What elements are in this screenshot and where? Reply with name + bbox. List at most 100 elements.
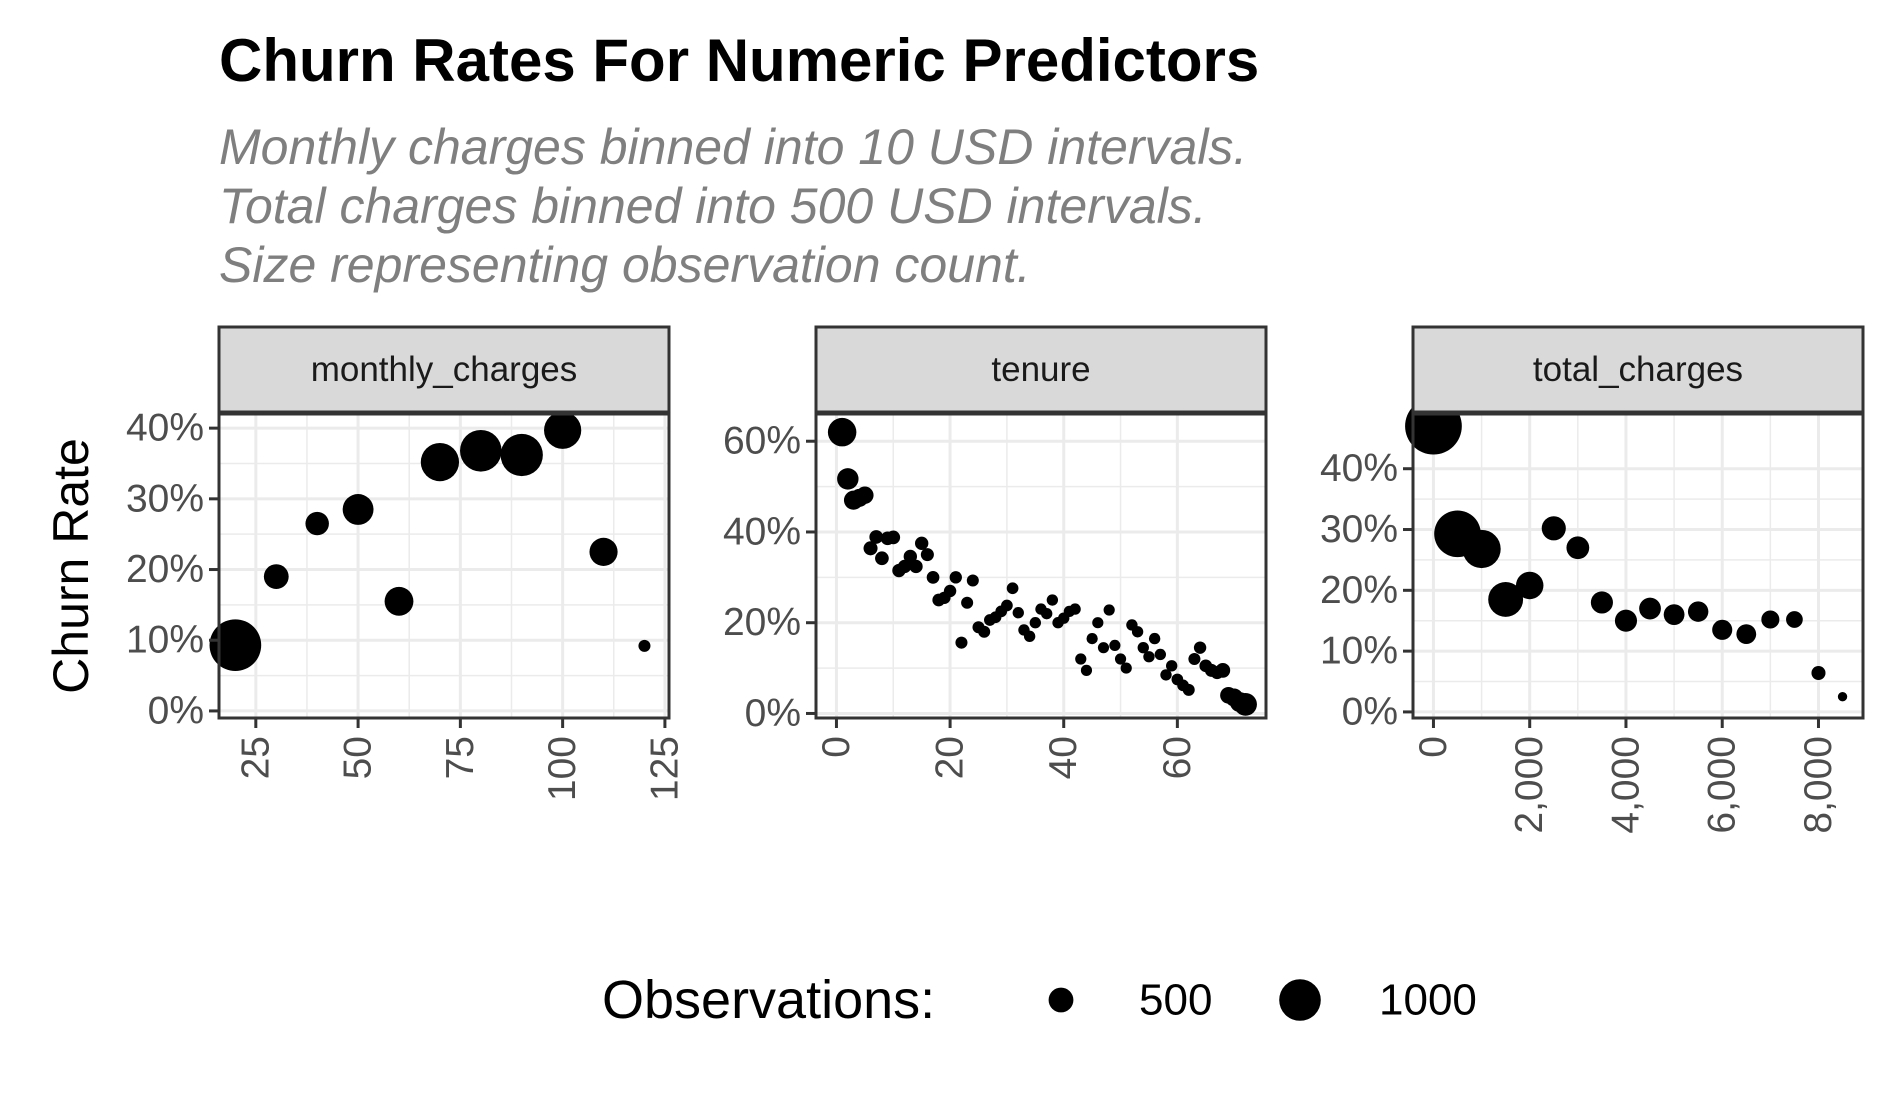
y-tick-label-total-charges: 0% [1342, 690, 1398, 733]
data-point-tenure [1234, 692, 1257, 716]
data-point-tenure [863, 541, 878, 556]
data-point-total-charges [1736, 624, 1757, 644]
data-point-total-charges [1515, 571, 1544, 600]
data-point-tenure [949, 571, 962, 584]
data-point-tenure [1188, 652, 1201, 666]
x-tick-label-tenure: 0 [815, 736, 858, 758]
data-point-total-charges [1590, 591, 1613, 614]
data-point-tenure [869, 530, 884, 544]
data-point-monthly-charges [589, 537, 618, 566]
data-point-tenure [1023, 630, 1036, 643]
data-point-tenure [1046, 594, 1059, 606]
data-point-tenure [1137, 641, 1149, 654]
x-tick-label-monthly-charges: 100 [541, 736, 584, 801]
data-point-tenure [1069, 603, 1081, 615]
legend-label-1000: 1000 [1379, 976, 1477, 1025]
data-point-total-charges [1663, 604, 1685, 626]
legend-key-1000 [1279, 979, 1321, 1021]
data-point-tenure [961, 596, 974, 609]
facet-strip-monthly-charges [217, 325, 671, 414]
data-point-tenure [875, 551, 889, 566]
data-point-monthly-charges [460, 429, 502, 472]
data-point-tenure [978, 625, 991, 638]
x-tick-label-total-charges: 6,000 [1701, 736, 1744, 834]
data-point-tenure [909, 559, 923, 574]
subtitle-line-2: Total charges binned into 500 USD interv… [219, 178, 1207, 234]
y-tick-label-monthly-charges: 40% [126, 407, 204, 450]
data-point-monthly-charges [638, 639, 651, 652]
y-tick-label-monthly-charges: 20% [126, 548, 204, 591]
data-point-tenure [920, 548, 934, 562]
y-tick-label-tenure: 20% [723, 601, 801, 644]
data-point-tenure [1143, 651, 1155, 663]
x-tick-label-tenure: 20 [929, 736, 972, 779]
data-point-tenure [886, 530, 901, 545]
panel-background-tenure [816, 414, 1266, 718]
data-point-monthly-charges [209, 619, 262, 672]
facet-label-monthly-charges: monthly_charges [311, 350, 578, 389]
data-point-tenure [897, 559, 912, 574]
data-point-tenure [955, 636, 968, 649]
data-point-tenure [1012, 607, 1024, 619]
data-point-tenure [837, 468, 859, 490]
data-point-tenure [1080, 664, 1093, 676]
data-point-tenure [1109, 639, 1121, 651]
panel-border-tenure [814, 412, 1268, 720]
data-point-total-charges [1712, 619, 1733, 640]
data-point-tenure [1182, 683, 1195, 696]
y-tick-label-total-charges: 10% [1320, 630, 1398, 673]
data-point-tenure [1120, 662, 1132, 674]
data-point-total-charges [1462, 529, 1501, 569]
data-point-total-charges [1786, 611, 1803, 628]
data-point-tenure [1154, 648, 1166, 661]
y-axis-title: Churn Rate [43, 438, 99, 694]
x-tick-label-tenure: 40 [1042, 736, 1085, 779]
data-point-tenure [903, 549, 918, 564]
data-point-tenure [1148, 632, 1161, 645]
facet-strip-tenure [814, 325, 1268, 414]
y-tick-label-tenure: 60% [723, 420, 801, 463]
data-point-monthly-charges [263, 564, 289, 590]
data-point-tenure [1131, 626, 1144, 638]
data-point-total-charges [1837, 692, 1848, 702]
data-point-tenure [856, 486, 874, 504]
data-point-tenure [827, 417, 857, 447]
x-tick-label-monthly-charges: 75 [439, 736, 482, 779]
x-tick-label-monthly-charges: 25 [234, 736, 277, 779]
data-point-monthly-charges [420, 442, 460, 482]
data-point-total-charges [1541, 516, 1566, 541]
x-tick-label-monthly-charges: 125 [643, 736, 686, 801]
data-point-total-charges [1761, 610, 1780, 629]
subtitle-line-3: Size representing observation count. [219, 237, 1031, 293]
y-tick-label-monthly-charges: 30% [126, 477, 204, 520]
data-point-tenure [1075, 653, 1087, 665]
data-point-total-charges [1687, 601, 1709, 622]
panel-border-monthly-charges [217, 412, 671, 720]
data-point-total-charges [1811, 665, 1826, 681]
data-point-tenure [966, 574, 979, 587]
data-point-tenure [1160, 669, 1172, 681]
data-point-tenure [943, 584, 957, 598]
facet-strip-total-charges [1411, 325, 1865, 414]
panel-border-total-charges [1411, 412, 1865, 720]
y-tick-label-monthly-charges: 10% [126, 619, 204, 662]
data-point-tenure [914, 536, 929, 551]
data-point-tenure [1215, 662, 1231, 678]
y-tick-label-tenure: 40% [723, 510, 801, 553]
chart-title: Churn Rates For Numeric Predictors [219, 27, 1260, 94]
data-point-total-charges [1639, 597, 1661, 620]
y-tick-label-total-charges: 30% [1320, 508, 1398, 551]
data-point-tenure [1166, 660, 1178, 672]
facet-label-total-charges: total_charges [1533, 350, 1743, 389]
x-tick-label-total-charges: 8,000 [1797, 736, 1840, 834]
data-point-monthly-charges [500, 433, 543, 477]
legend-label-500: 500 [1139, 976, 1212, 1025]
data-point-tenure [1193, 641, 1207, 654]
data-point-total-charges [1566, 536, 1590, 560]
data-point-monthly-charges [544, 411, 582, 449]
y-tick-label-monthly-charges: 0% [148, 689, 204, 732]
facet-label-tenure: tenure [991, 350, 1090, 389]
data-point-tenure [1103, 604, 1115, 616]
